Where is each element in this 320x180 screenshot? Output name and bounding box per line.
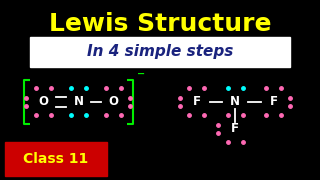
- FancyBboxPatch shape: [5, 142, 107, 176]
- Text: In 4 simple steps: In 4 simple steps: [87, 44, 233, 59]
- Text: Class 11: Class 11: [23, 152, 89, 166]
- Text: F: F: [231, 122, 239, 135]
- Text: N: N: [73, 95, 84, 108]
- Text: −: −: [137, 69, 145, 79]
- Text: Lewis Structure: Lewis Structure: [49, 12, 271, 36]
- Text: O: O: [108, 95, 119, 108]
- Text: F: F: [270, 95, 278, 108]
- Text: O: O: [38, 95, 48, 108]
- Text: F: F: [193, 95, 201, 108]
- Text: N: N: [230, 95, 240, 108]
- FancyBboxPatch shape: [30, 37, 290, 67]
